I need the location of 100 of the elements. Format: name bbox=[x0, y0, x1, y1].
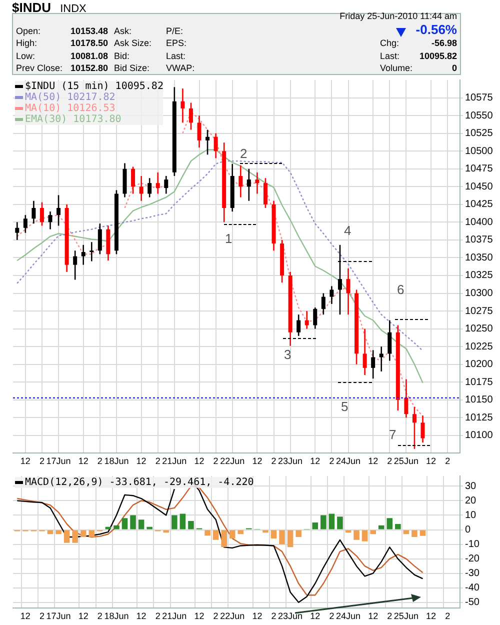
text: Chg: bbox=[380, 38, 400, 49]
candlestick bbox=[304, 310, 309, 330]
text: Bid: bbox=[114, 51, 130, 62]
bar bbox=[105, 526, 112, 530]
text: P/E: bbox=[166, 26, 184, 37]
text: High: bbox=[16, 38, 38, 49]
x-tick-label: 25Jun bbox=[394, 456, 418, 466]
bar bbox=[80, 530, 86, 538]
bar bbox=[362, 530, 368, 542]
y-tick-label: 10350 bbox=[465, 252, 494, 264]
candlestick bbox=[188, 102, 193, 130]
x-tick-label: 2 bbox=[97, 456, 102, 466]
bar bbox=[221, 530, 227, 548]
text: 10153.48 bbox=[70, 26, 108, 37]
candlestick bbox=[206, 129, 210, 156]
x-tick-label: 24Jun bbox=[336, 456, 361, 466]
bar bbox=[312, 522, 318, 530]
candlestick bbox=[197, 114, 202, 148]
candlestick bbox=[164, 175, 168, 194]
x-tick-label: 2 bbox=[213, 456, 218, 466]
x-tick-label: 2 bbox=[39, 456, 44, 466]
x-tick-label: 12 bbox=[426, 611, 436, 622]
bar bbox=[56, 530, 62, 534]
candlestick bbox=[420, 414, 425, 444]
text: -56.98 bbox=[431, 38, 457, 49]
text: 10178.50 bbox=[70, 38, 108, 49]
candlestick bbox=[388, 320, 392, 362]
bar bbox=[229, 530, 236, 538]
x-tick-label: 12 bbox=[194, 456, 204, 466]
candlestick bbox=[15, 222, 20, 241]
x-tick-label: 25Jun bbox=[394, 611, 418, 622]
y-tick-label: 10500 bbox=[465, 146, 494, 157]
bar bbox=[386, 518, 393, 530]
y-tick-label: 10 bbox=[465, 510, 477, 521]
y-tick-label: 10175 bbox=[465, 376, 494, 388]
candlestick bbox=[263, 177, 268, 209]
y-tick-label: 10150 bbox=[465, 394, 494, 406]
bar bbox=[412, 530, 418, 538]
candlestick bbox=[48, 210, 52, 230]
y-tick-label: 10425 bbox=[465, 199, 494, 210]
x-tick-label: 23Jun bbox=[278, 611, 303, 622]
y-tick-label: 10125 bbox=[465, 412, 494, 424]
bar bbox=[395, 524, 401, 530]
x-tick-label: 24Jun bbox=[336, 611, 361, 622]
bar bbox=[180, 514, 186, 530]
candlestick bbox=[23, 214, 28, 234]
legend-label: MACD(12,26,9) -33.681, -29.461, -4.220 bbox=[25, 477, 254, 488]
y-tick-label: 10525 bbox=[465, 128, 494, 140]
x-tick-label: 12 bbox=[252, 611, 262, 622]
annotation: 7 bbox=[389, 427, 396, 442]
x-tick-label: 12 bbox=[368, 456, 378, 466]
text: 0 bbox=[452, 63, 457, 74]
annotation: 2 bbox=[240, 146, 248, 162]
x-tick-label: 22Jun bbox=[220, 456, 245, 466]
y-tick-label: -10 bbox=[465, 539, 480, 550]
x-tick-label: 2 bbox=[445, 456, 450, 466]
x-tick-label: 12 bbox=[20, 456, 30, 466]
x-tick-label: 12 bbox=[78, 456, 88, 466]
text: -0.56% bbox=[416, 22, 457, 37]
y-tick-label: 10575 bbox=[465, 92, 494, 104]
bar bbox=[287, 530, 294, 548]
annotation: 6 bbox=[397, 282, 404, 297]
bar bbox=[337, 516, 343, 530]
candlestick bbox=[73, 250, 78, 280]
text: EPS: bbox=[166, 38, 187, 49]
x-tick-label: 2 bbox=[271, 456, 276, 466]
candlestick bbox=[321, 292, 326, 316]
bar bbox=[212, 530, 219, 540]
bar bbox=[138, 520, 144, 530]
text: Ask: bbox=[114, 26, 132, 37]
x-tick-label: 18Jun bbox=[104, 456, 129, 466]
x-tick-label: 12 bbox=[426, 456, 436, 466]
legend-label: EMA(30) 10173.80 bbox=[25, 114, 122, 125]
bar bbox=[370, 530, 376, 534]
bar bbox=[328, 514, 335, 530]
text: Friday 25-Jun-2010 11:44 am bbox=[340, 11, 457, 22]
bar bbox=[296, 530, 302, 538]
candlestick bbox=[362, 328, 367, 376]
bar bbox=[72, 530, 78, 543]
bar bbox=[354, 530, 360, 540]
y-tick-label: 0 bbox=[465, 524, 471, 536]
text: Open: bbox=[16, 26, 41, 37]
x-tick-label: 21Jun bbox=[162, 456, 187, 466]
x-tick-label: 12 bbox=[136, 456, 146, 466]
x-tick-label: 23Jun bbox=[278, 456, 303, 466]
candlestick bbox=[32, 200, 36, 224]
x-tick-label: 17Jun bbox=[46, 456, 71, 466]
x-tick-label: 12 bbox=[252, 456, 262, 466]
text: Ask Size: bbox=[114, 38, 152, 49]
x-tick-label: 12 bbox=[310, 456, 320, 466]
text: Prev Close: bbox=[16, 63, 63, 74]
candlestick bbox=[412, 406, 416, 450]
x-tick-label: 21Jun bbox=[162, 611, 187, 622]
bar bbox=[378, 525, 384, 530]
x-tick-label: 12 bbox=[368, 611, 378, 622]
candlestick bbox=[404, 378, 408, 418]
y-tick-label: -40 bbox=[465, 582, 480, 594]
y-tick-label: 10450 bbox=[465, 181, 494, 192]
x-tick-label: 2 bbox=[329, 456, 334, 466]
bar bbox=[420, 530, 426, 536]
